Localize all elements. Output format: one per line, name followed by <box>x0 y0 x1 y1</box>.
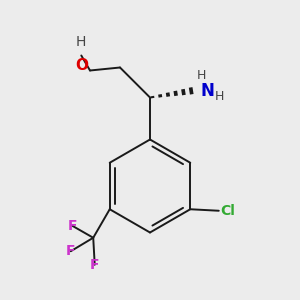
Text: Cl: Cl <box>220 204 235 218</box>
Text: O: O <box>75 58 88 73</box>
Text: H: H <box>214 90 224 104</box>
Text: N: N <box>200 82 214 100</box>
Text: H: H <box>197 69 206 82</box>
Text: H: H <box>76 35 86 50</box>
Text: F: F <box>90 258 100 272</box>
Text: F: F <box>68 219 77 233</box>
Text: F: F <box>66 244 76 258</box>
